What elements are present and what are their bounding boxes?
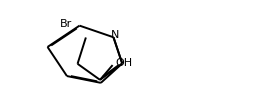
Text: N: N xyxy=(111,30,120,40)
Text: OH: OH xyxy=(116,58,133,68)
Text: Br: Br xyxy=(60,19,72,29)
